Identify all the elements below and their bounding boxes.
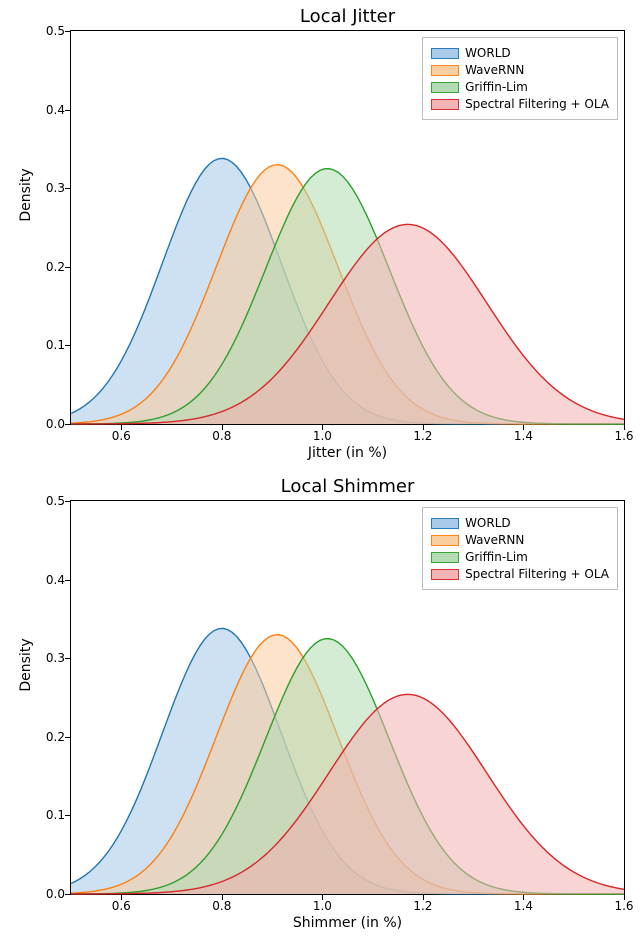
ytick-mark: [65, 737, 70, 738]
xtick-label: 1.4: [508, 899, 538, 913]
xtick-mark: [523, 895, 524, 900]
legend-swatch: [431, 518, 459, 529]
ytick-mark: [65, 345, 70, 346]
legend-swatch: [431, 99, 459, 110]
xtick-label: 1.0: [307, 429, 337, 443]
xtick-mark: [624, 425, 625, 430]
legend-label: Spectral Filtering + OLA: [465, 97, 609, 111]
ytick-label: 0.4: [25, 103, 65, 117]
legend-swatch: [431, 569, 459, 580]
legend-item: WaveRNN: [431, 532, 609, 548]
ytick-label: 0.2: [25, 730, 65, 744]
xtick-mark: [624, 895, 625, 900]
xtick-mark: [121, 895, 122, 900]
legend-jitter: WORLD WaveRNN Griffin-Lim Spectral Filterin…: [422, 37, 618, 120]
figure: Local Jitter WORLD WaveRNN Griffin-Lim Spec…: [0, 0, 640, 941]
xtick-label: 1.4: [508, 429, 538, 443]
legend-shimmer: WORLD WaveRNN Griffin-Lim Spectral Filterin…: [422, 507, 618, 590]
ytick-mark: [65, 580, 70, 581]
xtick-mark: [523, 425, 524, 430]
ytick-label: 0.5: [25, 24, 65, 38]
legend-swatch: [431, 552, 459, 563]
xtick-label: 0.8: [207, 899, 237, 913]
legend-item: Griffin-Lim: [431, 79, 609, 95]
xtick-label: 1.0: [307, 899, 337, 913]
xtick-mark: [322, 425, 323, 430]
ytick-label: 0.3: [25, 651, 65, 665]
legend-label: Griffin-Lim: [465, 80, 528, 94]
ytick-mark: [65, 267, 70, 268]
ytick-mark: [65, 31, 70, 32]
ytick-label: 0.0: [25, 887, 65, 901]
xtick-mark: [423, 895, 424, 900]
legend-swatch: [431, 535, 459, 546]
legend-swatch: [431, 65, 459, 76]
xtick-mark: [222, 425, 223, 430]
ytick-label: 0.5: [25, 494, 65, 508]
ytick-label: 0.4: [25, 573, 65, 587]
legend-swatch: [431, 48, 459, 59]
legend-label: WaveRNN: [465, 533, 524, 547]
legend-label: WORLD: [465, 46, 511, 60]
xtick-mark: [222, 895, 223, 900]
xtick-label: 0.6: [106, 429, 136, 443]
xtick-label: 0.8: [207, 429, 237, 443]
legend-swatch: [431, 82, 459, 93]
xtick-mark: [322, 895, 323, 900]
ytick-label: 0.3: [25, 181, 65, 195]
panel-jitter: WORLD WaveRNN Griffin-Lim Spectral Filterin…: [70, 30, 625, 425]
ytick-mark: [65, 501, 70, 502]
ytick-mark: [65, 658, 70, 659]
panel-shimmer: WORLD WaveRNN Griffin-Lim Spectral Filterin…: [70, 500, 625, 895]
legend-label: Spectral Filtering + OLA: [465, 567, 609, 581]
ytick-label: 0.2: [25, 260, 65, 274]
panel1-title: Local Jitter: [70, 6, 625, 27]
ytick-mark: [65, 894, 70, 895]
xtick-label: 1.6: [609, 899, 639, 913]
ytick-mark: [65, 815, 70, 816]
ytick-mark: [65, 110, 70, 111]
legend-label: WORLD: [465, 516, 511, 530]
legend-item: Griffin-Lim: [431, 549, 609, 565]
ytick-label: 0.1: [25, 808, 65, 822]
ytick-label: 0.0: [25, 417, 65, 431]
ytick-label: 0.1: [25, 338, 65, 352]
xtick-label: 1.6: [609, 429, 639, 443]
xtick-mark: [121, 425, 122, 430]
legend-label: WaveRNN: [465, 63, 524, 77]
panel1-xlabel: Jitter (in %): [70, 445, 625, 461]
xtick-mark: [423, 425, 424, 430]
xtick-label: 0.6: [106, 899, 136, 913]
legend-item: Spectral Filtering + OLA: [431, 96, 609, 112]
legend-item: WORLD: [431, 45, 609, 61]
legend-item: Spectral Filtering + OLA: [431, 566, 609, 582]
ytick-mark: [65, 424, 70, 425]
xtick-label: 1.2: [408, 899, 438, 913]
xtick-label: 1.2: [408, 429, 438, 443]
panel2-title: Local Shimmer: [70, 476, 625, 497]
legend-item: WaveRNN: [431, 62, 609, 78]
legend-item: WORLD: [431, 515, 609, 531]
ytick-mark: [65, 188, 70, 189]
legend-label: Griffin-Lim: [465, 550, 528, 564]
panel2-xlabel: Shimmer (in %): [70, 915, 625, 931]
